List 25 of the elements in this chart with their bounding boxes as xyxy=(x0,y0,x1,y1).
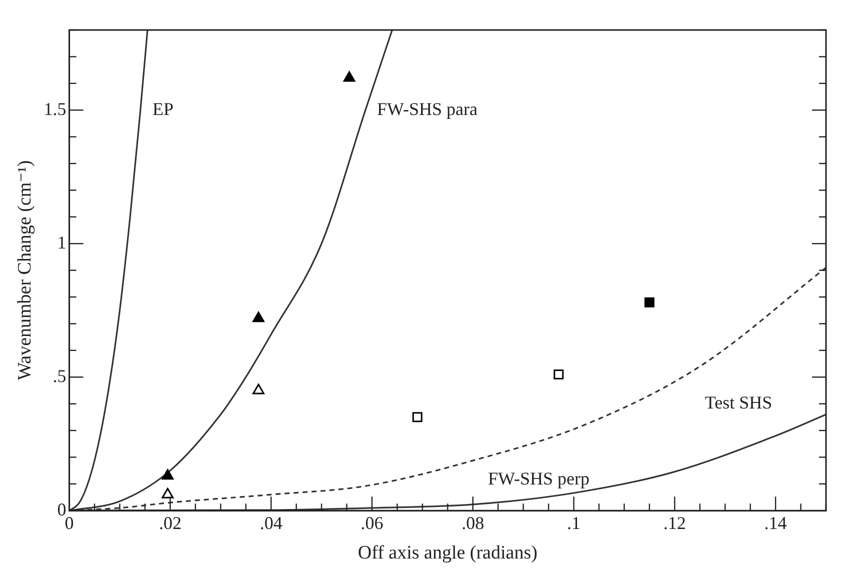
y-tick-label: .5 xyxy=(52,366,66,386)
point xyxy=(412,412,422,422)
series-label: FW-SHS perp xyxy=(488,468,590,489)
y-axis-title: Wavenumber Change (cm⁻¹) xyxy=(14,160,36,380)
y-tick-label: 0 xyxy=(57,499,66,520)
x-tick-label: .06 xyxy=(360,513,384,534)
y-tick-label: 1.5 xyxy=(44,98,66,119)
x-tick-label: .04 xyxy=(260,513,282,534)
x-tick-label: .08 xyxy=(462,513,484,534)
series-label: FW-SHS para xyxy=(377,98,478,119)
x-tick-label: .14 xyxy=(764,513,787,534)
point xyxy=(343,71,356,82)
point xyxy=(252,312,264,322)
point xyxy=(162,469,174,480)
x-tick-label: .02 xyxy=(158,513,182,534)
point xyxy=(644,297,654,308)
x-axis-title: Off axis angle (radians) xyxy=(358,542,538,564)
point xyxy=(252,384,264,394)
point xyxy=(162,488,174,498)
point xyxy=(554,369,564,380)
x-tick-label: .1 xyxy=(567,513,581,534)
series-label: EP xyxy=(152,98,174,119)
x-tick-label: .12 xyxy=(663,513,686,534)
series-label: Test SHS xyxy=(704,392,772,413)
y-tick-label: 1 xyxy=(57,232,66,252)
